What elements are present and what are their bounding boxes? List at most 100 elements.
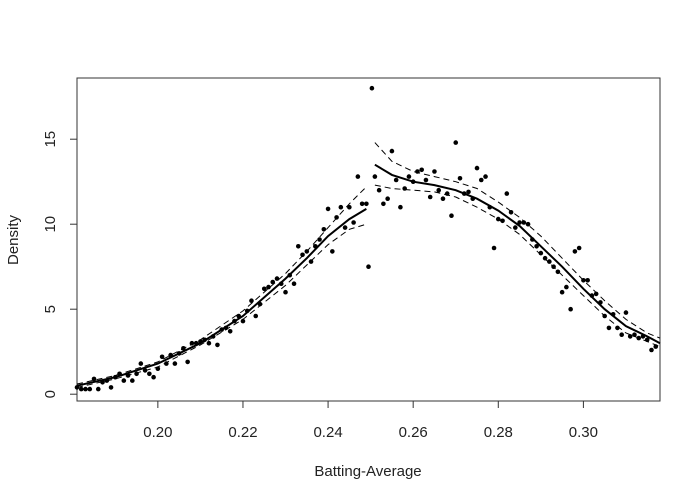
y-tick-label: 15: [42, 131, 59, 148]
data-point: [159, 354, 165, 360]
data-point: [521, 220, 527, 225]
data-point: [351, 220, 356, 225]
data-point: [198, 339, 203, 344]
data-point: [478, 177, 484, 183]
data-point: [283, 289, 288, 295]
data-point: [121, 378, 127, 383]
points-group: [74, 85, 659, 392]
data-point: [338, 204, 344, 210]
x-axis: 0.20 0.22 0.24 0.26 0.28 0.30: [143, 400, 598, 441]
data-point: [402, 186, 407, 191]
data-point: [330, 249, 335, 254]
data-point: [542, 255, 548, 261]
data-point: [466, 189, 471, 195]
fit-line-left: [76, 208, 367, 387]
data-point: [500, 218, 505, 224]
data-point: [419, 167, 424, 173]
data-point: [653, 344, 659, 349]
y-axis-label: Density: [5, 214, 22, 265]
data-point: [202, 337, 207, 343]
data-point: [564, 284, 569, 290]
data-point: [189, 340, 195, 346]
data-point: [576, 245, 582, 251]
data-point: [142, 368, 148, 373]
ci-lower-left-line: [76, 223, 367, 388]
data-point: [113, 374, 118, 380]
data-point: [215, 342, 220, 348]
data-point: [287, 272, 293, 278]
data-point: [366, 264, 371, 270]
data-point: [244, 308, 250, 314]
data-point: [589, 293, 595, 298]
data-point: [427, 194, 433, 200]
data-point: [185, 359, 190, 365]
data-point: [74, 385, 80, 390]
data-point: [313, 244, 318, 249]
data-point: [474, 165, 480, 171]
data-point: [317, 237, 322, 242]
data-point: [398, 204, 403, 210]
data-point: [517, 220, 522, 225]
data-point: [176, 351, 182, 356]
y-axis: 0 5 10 15: [42, 131, 77, 398]
data-point: [138, 361, 144, 366]
data-point: [508, 210, 514, 215]
data-point: [440, 196, 446, 201]
plot-frame: [76, 77, 661, 402]
ci-right-lower-group: [374, 184, 661, 348]
data-point: [623, 310, 629, 315]
data-point: [369, 85, 375, 91]
data-point: [130, 378, 135, 383]
data-point: [270, 279, 276, 285]
data-point: [134, 371, 139, 377]
data-point: [308, 259, 314, 264]
data-point: [232, 318, 237, 324]
data-point: [585, 278, 590, 283]
data-point: [453, 140, 459, 145]
y-tick-label: 5: [42, 305, 59, 313]
data-point: [598, 300, 603, 305]
data-point: [172, 361, 178, 366]
data-point: [295, 244, 301, 249]
data-point: [347, 204, 352, 210]
data-point: [147, 371, 152, 377]
fit-left-group: [76, 208, 367, 387]
data-point: [300, 252, 305, 258]
data-point: [581, 278, 586, 283]
data-point: [415, 169, 420, 174]
data-point: [389, 148, 395, 154]
data-point: [278, 281, 284, 287]
data-point: [627, 334, 633, 339]
y-tick-label: 10: [42, 216, 59, 233]
data-point: [495, 216, 501, 222]
data-point: [125, 373, 131, 378]
data-point: [253, 313, 259, 319]
ci-left-lower-group: [76, 223, 367, 388]
data-point: [406, 174, 412, 179]
data-point: [261, 286, 267, 292]
data-point: [636, 335, 642, 341]
data-point: [547, 259, 552, 264]
data-point: [95, 386, 101, 392]
data-point: [551, 264, 556, 270]
data-point: [559, 289, 565, 295]
ci-upper-left-line: [76, 186, 367, 385]
data-point: [385, 196, 390, 201]
data-point: [249, 298, 254, 304]
x-tick-label: 0.30: [569, 424, 598, 441]
x-tick-label: 0.24: [313, 424, 342, 441]
data-point: [104, 378, 110, 383]
data-point: [372, 174, 378, 179]
data-point: [606, 325, 612, 331]
data-point: [483, 174, 488, 179]
x-tick-label: 0.20: [143, 424, 172, 441]
ci-lower-right-line: [374, 184, 661, 348]
data-point: [206, 340, 212, 346]
data-point: [151, 374, 156, 380]
data-point: [193, 340, 199, 346]
ci-left-upper-group: [76, 186, 367, 385]
data-point: [181, 346, 186, 351]
data-point: [534, 244, 539, 249]
data-point: [525, 221, 531, 227]
